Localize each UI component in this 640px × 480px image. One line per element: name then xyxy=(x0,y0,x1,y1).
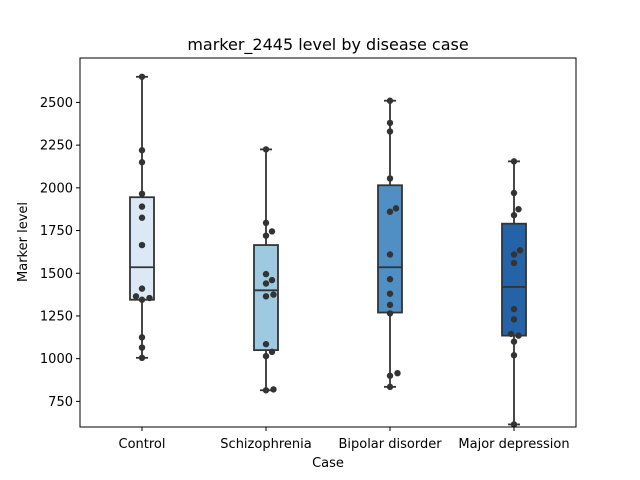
y-tick-label: 750 xyxy=(48,395,73,410)
data-point xyxy=(262,270,270,278)
y-tick-label: 2250 xyxy=(40,139,73,154)
data-point xyxy=(510,189,518,197)
data-point xyxy=(510,211,518,219)
data-point xyxy=(138,73,146,80)
data-point xyxy=(510,316,518,323)
data-point xyxy=(138,354,146,362)
data-point xyxy=(386,290,394,297)
data-point xyxy=(386,128,394,135)
x-tick-label: Control xyxy=(119,437,166,452)
data-point xyxy=(392,205,400,212)
data-point xyxy=(515,332,522,339)
data-point xyxy=(138,296,146,303)
data-point xyxy=(138,285,146,292)
y-axis-label: Marker level xyxy=(16,202,31,282)
chart-title: marker_2445 level by disease case xyxy=(187,35,468,55)
data-point xyxy=(268,228,276,235)
data-point xyxy=(262,219,270,227)
y-tick-label: 2500 xyxy=(40,96,73,111)
data-point xyxy=(386,383,394,391)
data-point xyxy=(132,293,140,300)
data-point xyxy=(386,208,394,215)
data-point xyxy=(510,251,518,258)
data-point xyxy=(268,276,276,284)
data-point xyxy=(386,310,394,317)
data-point xyxy=(262,293,270,300)
data-point xyxy=(515,205,522,213)
data-point xyxy=(262,352,270,360)
data-point xyxy=(262,146,270,153)
data-point xyxy=(262,387,270,394)
data-point xyxy=(138,203,146,210)
x-axis-label: Case xyxy=(312,456,344,471)
data-point xyxy=(386,276,394,283)
data-point xyxy=(386,372,394,379)
data-point xyxy=(138,241,146,249)
y-tick-label: 1250 xyxy=(40,309,73,324)
x-tick-label: Schizophrenia xyxy=(220,437,311,452)
data-point xyxy=(510,259,518,267)
box-control xyxy=(129,196,155,301)
data-point xyxy=(386,301,394,309)
box-major-depression xyxy=(501,222,527,337)
data-point xyxy=(268,348,276,356)
data-point xyxy=(138,214,146,221)
data-point xyxy=(394,369,401,377)
data-point xyxy=(262,232,270,239)
data-point xyxy=(270,386,277,393)
data-point xyxy=(138,159,146,166)
data-point xyxy=(386,97,394,104)
data-point xyxy=(138,344,146,351)
data-point xyxy=(138,147,146,154)
data-point xyxy=(270,291,277,298)
data-point xyxy=(510,305,518,313)
y-tick-label: 2000 xyxy=(40,181,73,196)
data-point xyxy=(510,352,518,359)
y-tick-label: 1000 xyxy=(40,352,73,367)
y-tick-label: 1500 xyxy=(40,267,73,282)
data-point xyxy=(386,251,394,258)
data-point xyxy=(386,119,394,127)
data-point xyxy=(146,294,153,302)
data-point xyxy=(510,338,518,345)
data-point xyxy=(516,246,524,254)
data-point xyxy=(138,334,146,341)
data-point xyxy=(507,330,515,338)
data-point xyxy=(138,190,146,198)
data-point xyxy=(262,280,270,287)
x-tick-label: Bipolar disorder xyxy=(338,437,442,452)
y-tick-label: 1750 xyxy=(40,224,73,239)
x-tick-label: Major depression xyxy=(458,437,569,452)
data-point xyxy=(510,158,518,165)
plot-frame xyxy=(79,57,577,428)
data-point xyxy=(386,175,394,182)
data-point xyxy=(510,421,518,428)
data-point xyxy=(262,340,270,348)
